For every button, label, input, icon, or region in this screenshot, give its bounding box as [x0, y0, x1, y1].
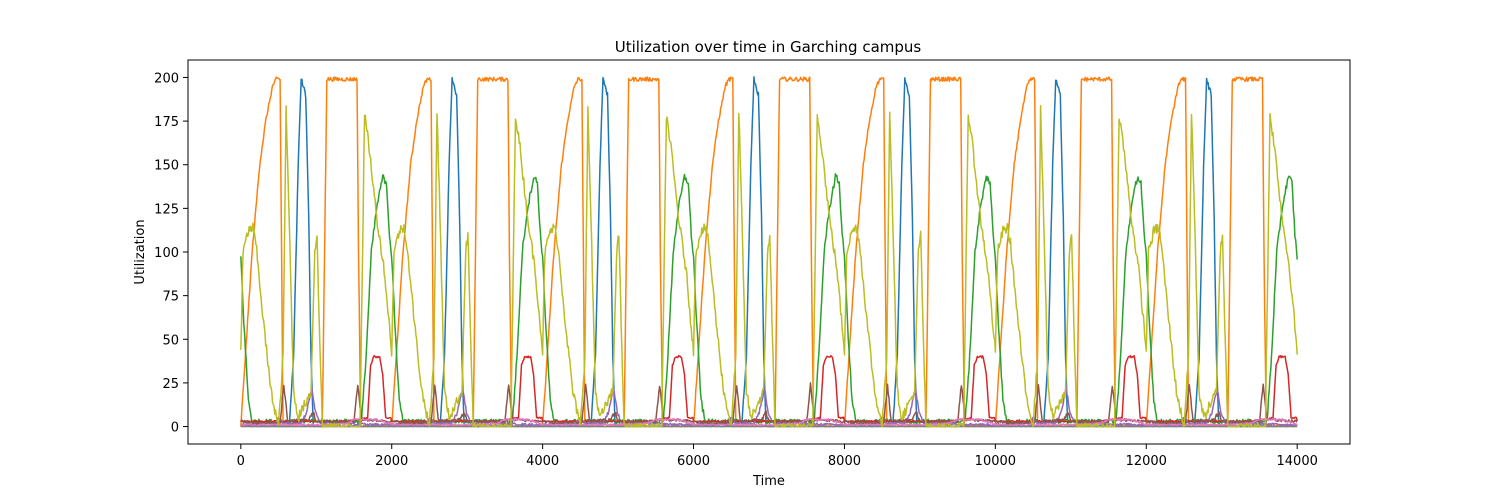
chart-title: Utilization over time in Garching campus — [615, 38, 922, 56]
x-tick-label: 6000 — [677, 454, 710, 469]
x-tick-label: 0 — [237, 454, 245, 469]
x-tick-label: 12000 — [1126, 454, 1167, 469]
series-line-2 — [240, 76, 1298, 428]
y-tick-label: 200 — [154, 71, 179, 86]
y-axis: 0 25 50 75 100 125 150 175 200 — [154, 71, 188, 436]
x-tick-label: 10000 — [975, 454, 1016, 469]
y-tick-label: 175 — [154, 115, 179, 130]
x-tick-label: 2000 — [375, 454, 408, 469]
plot-area — [240, 76, 1298, 428]
x-tick-label: 8000 — [828, 454, 861, 469]
y-tick-label: 75 — [162, 290, 179, 305]
x-tick-label: 14000 — [1277, 454, 1318, 469]
y-tick-label: 0 — [171, 421, 179, 436]
y-tick-label: 100 — [154, 246, 179, 261]
y-tick-label: 125 — [154, 202, 179, 217]
x-axis-label: Time — [752, 474, 785, 489]
x-tick-label: 4000 — [526, 454, 559, 469]
series-line-9 — [240, 104, 1298, 428]
y-axis-label: Utilization — [133, 219, 148, 284]
series-line-7 — [240, 417, 1298, 427]
series-line-1 — [240, 76, 1298, 428]
y-tick-label: 50 — [162, 333, 179, 348]
y-tick-label: 150 — [154, 159, 179, 174]
x-axis: 0 2000 4000 6000 8000 10000 12000 14000 — [237, 444, 1318, 469]
y-tick-label: 25 — [162, 377, 179, 392]
